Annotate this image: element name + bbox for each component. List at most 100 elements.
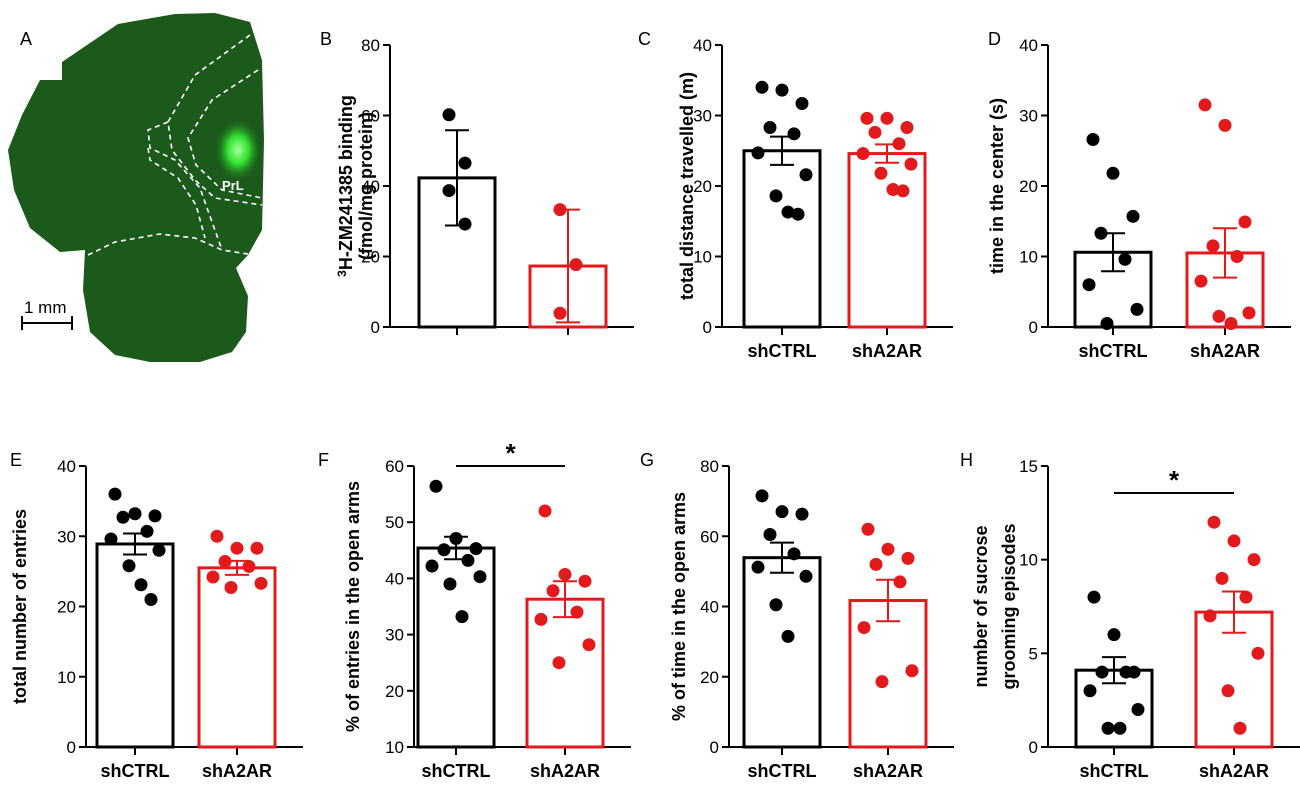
y-tick-label: 20 — [361, 248, 380, 267]
data-point — [569, 258, 583, 272]
data-point — [755, 489, 769, 503]
y-tick-label: 20 — [1019, 177, 1038, 196]
y-tick-label: 50 — [385, 513, 404, 532]
data-point — [1212, 309, 1226, 323]
y-axis-title: total number of entries — [10, 509, 30, 704]
y-tick-label: 10 — [385, 738, 404, 757]
data-point — [108, 487, 122, 501]
y-tick-label: 30 — [1019, 107, 1038, 126]
panel-letter-a: A — [20, 29, 32, 49]
chart-panel-h: H 0 5 10 15 number of sucrose grooming episode… — [960, 450, 1300, 781]
data-point — [874, 166, 888, 180]
chart-panel-b: B 0 20 40 60 80 3H-ZM241385 binding (fmol/mg pr… — [320, 29, 634, 337]
data-point — [469, 542, 483, 556]
data-point — [254, 576, 268, 590]
data-point — [905, 664, 919, 678]
data-point — [1242, 306, 1256, 320]
data-point — [1100, 316, 1114, 330]
y-tick-label: 0 — [1029, 318, 1038, 337]
bar-shctrl — [742, 556, 822, 749]
data-point — [1130, 302, 1144, 316]
bar-shctrl — [95, 542, 175, 749]
panel-letter-c: C — [638, 29, 651, 49]
y-tick-label: 80 — [700, 457, 719, 476]
y-tick-label: 0 — [703, 318, 712, 337]
y-tick-label: 5 — [1029, 644, 1038, 663]
data-point — [763, 120, 777, 134]
data-point — [128, 507, 142, 521]
y-tick-label: 0 — [67, 738, 76, 757]
data-point — [458, 156, 472, 170]
data-point — [218, 555, 232, 569]
y-tick-label: 10 — [57, 668, 76, 687]
series-sha2ar: shA2AR — [847, 111, 927, 361]
y-tick-label: 15 — [1019, 457, 1038, 476]
data-point — [1227, 534, 1241, 548]
data-point — [1221, 684, 1235, 698]
data-point — [856, 147, 870, 161]
chart-panel-d: D 0 10 20 30 40 time in the center (s) shCTRL sh… — [987, 29, 1291, 361]
data-point — [1101, 721, 1115, 735]
data-point — [538, 504, 552, 518]
data-point — [122, 559, 136, 573]
chart-panel-c: C 0 10 20 30 40 total distance travelled (m) sh… — [638, 29, 953, 361]
data-point — [787, 127, 801, 141]
data-point — [1087, 590, 1101, 604]
data-point — [230, 541, 244, 555]
data-point — [134, 578, 148, 592]
y-tick-label: 40 — [57, 457, 76, 476]
x-category-label: shA2AR — [530, 761, 600, 781]
x-category-label: shCTRL — [748, 761, 817, 781]
data-point — [206, 570, 220, 584]
data-point — [1218, 118, 1232, 132]
y-tick-label: 10 — [693, 248, 712, 267]
chart-panel-e: E 0 10 20 30 40 total number of entries shCTRL s… — [10, 450, 303, 781]
data-point — [1206, 239, 1220, 253]
data-point — [880, 111, 894, 125]
data-point — [116, 510, 130, 524]
data-point — [250, 541, 264, 555]
y-tick-label: 80 — [361, 36, 380, 55]
series-sha2ar: shA2AR — [1185, 98, 1265, 361]
scale-bar — [21, 316, 73, 330]
bar-sha2ar — [847, 152, 927, 329]
data-point — [861, 522, 875, 536]
y-tick-label: 30 — [385, 626, 404, 645]
data-point — [869, 557, 883, 571]
data-point — [1251, 646, 1265, 660]
data-point — [224, 581, 238, 595]
data-point — [1119, 665, 1133, 679]
y-tick-label: 20 — [385, 682, 404, 701]
data-point — [140, 524, 154, 538]
data-point — [552, 656, 566, 670]
y-tick-label: 30 — [57, 527, 76, 546]
x-category-label: shCTRL — [422, 761, 491, 781]
y-tick-label: 30 — [693, 107, 712, 126]
y-axis-title-line2: (fmol/mg protein) — [356, 112, 376, 260]
data-point — [896, 184, 910, 198]
data-point — [210, 529, 224, 543]
series-shctrl: shCTRL — [742, 489, 822, 781]
data-point — [1203, 609, 1217, 623]
y-tick-label: 0 — [710, 738, 719, 757]
data-point — [1118, 252, 1132, 266]
data-point — [904, 157, 918, 171]
data-point — [1086, 132, 1100, 146]
series-shctrl: shCTRL — [1074, 590, 1154, 781]
data-point — [1239, 590, 1253, 604]
data-point — [875, 675, 889, 689]
data-point — [473, 570, 487, 584]
data-point — [775, 83, 789, 97]
panel-letter-e: E — [10, 450, 22, 470]
data-point — [1233, 721, 1247, 735]
y-tick-label: 20 — [57, 598, 76, 617]
data-point — [860, 111, 874, 125]
data-point — [582, 638, 596, 652]
data-point — [1198, 98, 1212, 112]
x-category-label: shCTRL — [1079, 341, 1148, 361]
data-point — [1230, 250, 1244, 263]
panel-letter-d: D — [988, 29, 1001, 49]
data-point — [1106, 166, 1120, 180]
data-point — [755, 80, 769, 94]
